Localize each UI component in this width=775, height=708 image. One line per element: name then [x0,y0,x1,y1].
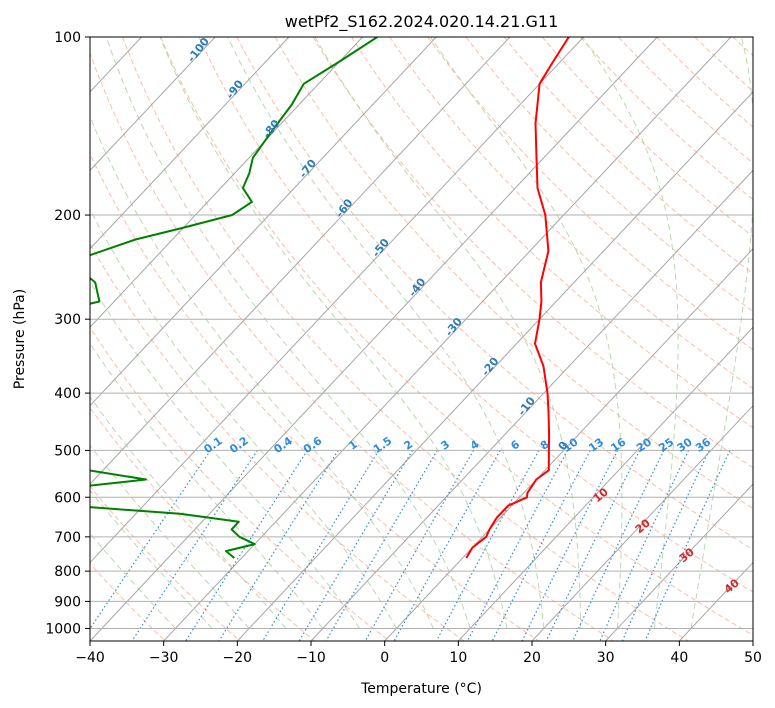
moist-adiabat [581,37,679,629]
dry-adiabat [465,37,753,313]
mixing-ratio-line [262,450,380,641]
mixing-ratio-line [364,450,475,641]
isotherm-line [0,37,68,641]
dewpoint-line [90,37,378,559]
y-tick-label: 200 [54,208,81,224]
mixing-ratio-line [599,450,690,641]
dry-adiabat [90,485,241,641]
y-tick-label: 700 [54,530,81,546]
isotherm-line [90,37,658,641]
mixing-ratio-line [131,450,258,641]
isotherm-line [531,404,753,641]
moist-adiabat [90,395,287,629]
dry-adiabat [618,37,753,164]
isotherm-line [605,483,753,641]
pressure-gridlines [90,37,753,629]
mixing-ratio-line [521,450,619,641]
y-tick-label: 100 [54,30,81,46]
isotherm-line [90,37,290,250]
dry-adiabat [771,37,775,641]
mixing-ratio-line [572,450,665,641]
y-tick-label: 400 [54,386,81,402]
y-axis: 100 200 300 400 500 600 700 800 900 1000 [45,30,90,637]
background-lines [0,37,775,641]
moist-adiabat [314,37,582,629]
chart-title: wetPf2_S162.2024.020.14.21.G11 [285,12,559,32]
isotherm-line [90,37,437,407]
dry-adiabat [90,152,540,641]
dry-adiabat [90,326,390,641]
dry-adiabat [236,37,753,551]
x-tick-label: 20 [523,650,541,666]
y-tick-label: 1000 [45,621,81,637]
x-tick-label: −20 [223,650,253,666]
x-axis: −40 −30 −20 −10 0 10 20 30 40 50 [75,641,762,666]
dry-adiabat [274,37,753,509]
dry-adiabat [351,37,753,429]
mixing-ratio-line [491,450,591,641]
y-axis-label: Pressure (hPa) [12,289,28,389]
dry-adiabat [541,37,753,238]
dry-adiabat [312,37,753,469]
mixing-ratio-line [621,450,710,641]
x-tick-label: −30 [149,650,179,666]
temperature-line [465,37,570,559]
x-tick-label: 50 [744,650,762,666]
isotherm-line [384,248,753,641]
x-tick-label: −10 [296,650,326,666]
isotherm-line [457,326,753,641]
isotherm-line [163,37,732,641]
isotherm-line [90,37,216,172]
isotherm-line [90,37,584,564]
dry-adiabat [389,37,753,389]
x-tick-label: 30 [597,650,615,666]
x-tick-label: 0 [380,650,389,666]
moist-adiabat [430,37,623,629]
moist-adiabat [90,115,434,629]
isotherm-line [752,640,753,641]
moist-adiabat [690,37,753,629]
mixing-ratio-line [466,450,569,641]
mixing-ratio-line [435,450,540,641]
dry-adiabat [160,37,753,636]
mixing-ratio-line [393,450,501,641]
moist-adiabat [105,37,471,629]
x-axis-label: Temperature (°C) [360,681,482,697]
dry-adiabat [198,37,753,593]
moist-adiabat [227,37,545,629]
isotherm-line [236,91,753,641]
y-tick-label: 500 [54,443,81,459]
isotherm-line [90,37,511,485]
y-tick-label: 800 [54,564,81,580]
x-tick-label: 40 [670,650,688,666]
moist-adiabat [159,37,508,629]
mixing-ratio-line [218,450,339,641]
mixing-ratio-line [545,450,641,641]
y-tick-label: 900 [54,594,81,610]
x-tick-label: 10 [449,650,467,666]
y-tick-label: 300 [54,312,81,328]
y-tick-label: 600 [54,490,81,506]
moist-adiabat [90,208,397,629]
isotherm-line [310,169,753,641]
dry-adiabat [90,51,614,641]
mixing-ratio-line [90,450,211,630]
plot-background [90,37,753,641]
profile-series [90,37,570,559]
dry-adiabat [90,242,465,641]
moist-adiabat [90,281,361,629]
x-tick-label: −40 [75,650,105,666]
moist-adiabat [90,342,324,629]
plot-frame [89,36,754,642]
